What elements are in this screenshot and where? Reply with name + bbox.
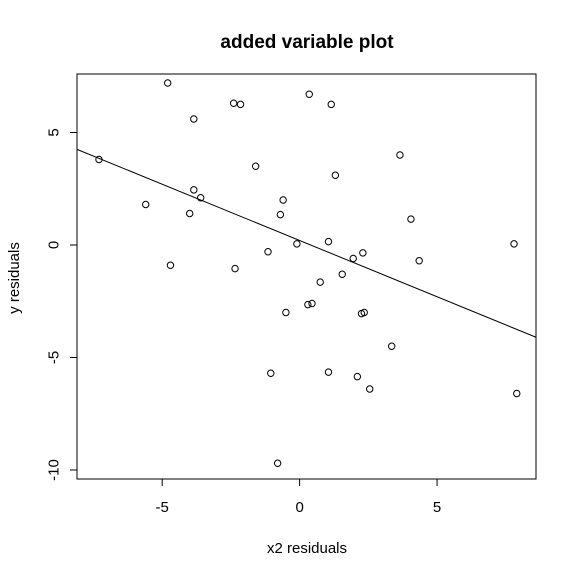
- data-point: [293, 240, 301, 248]
- x-tick-label: 0: [295, 499, 303, 516]
- data-point: [331, 171, 340, 179]
- data-point: [185, 209, 194, 218]
- data-point: [349, 254, 357, 263]
- data-point: [251, 162, 260, 170]
- data-point: [388, 342, 396, 350]
- data-point: [415, 257, 423, 265]
- x-tick-label: -5: [156, 499, 169, 516]
- data-point: [510, 240, 518, 248]
- plot-area-frame: [76, 73, 537, 480]
- x-axis: -5 0 5: [156, 478, 441, 516]
- data-point: [353, 372, 362, 381]
- y-tick-label: -5: [46, 351, 63, 364]
- data-point: [513, 389, 521, 398]
- y-tick-label: 5: [46, 128, 63, 136]
- data-point: [324, 368, 333, 376]
- data-point: [327, 100, 335, 109]
- data-point: [264, 248, 272, 256]
- chart-title: added variable plot: [220, 32, 394, 53]
- y-tick-label: -10: [46, 459, 63, 481]
- data-point: [316, 278, 324, 286]
- data-point: [324, 237, 333, 246]
- data-point: [282, 308, 290, 317]
- data-point: [164, 79, 172, 87]
- y-tick-label: 0: [46, 241, 63, 249]
- data-point: [229, 99, 238, 107]
- data-point: [231, 264, 239, 273]
- data-point: [279, 196, 287, 204]
- data-point: [196, 194, 205, 202]
- data-point: [236, 100, 245, 109]
- data-point: [190, 186, 198, 194]
- data-point: [273, 459, 282, 467]
- data-point: [308, 299, 316, 308]
- data-point: [360, 308, 368, 317]
- regression-line: [76, 148, 537, 338]
- data-point: [267, 369, 275, 377]
- data-point: [276, 210, 285, 219]
- data-point: [190, 115, 198, 123]
- data-point: [142, 200, 150, 209]
- x-axis-label: x2 residuals: [267, 540, 347, 557]
- y-axis: -10 -5 0 5: [46, 128, 78, 481]
- x-tick-label: 5: [433, 499, 441, 516]
- data-point: [305, 90, 313, 98]
- data-point: [304, 300, 312, 309]
- data-point: [359, 249, 367, 257]
- scatter-points: [95, 79, 521, 467]
- data-point: [338, 270, 346, 278]
- y-axis-label: y residuals: [6, 242, 23, 314]
- data-point: [407, 215, 415, 223]
- data-point: [396, 151, 404, 159]
- data-point: [366, 385, 374, 393]
- data-point: [166, 261, 175, 269]
